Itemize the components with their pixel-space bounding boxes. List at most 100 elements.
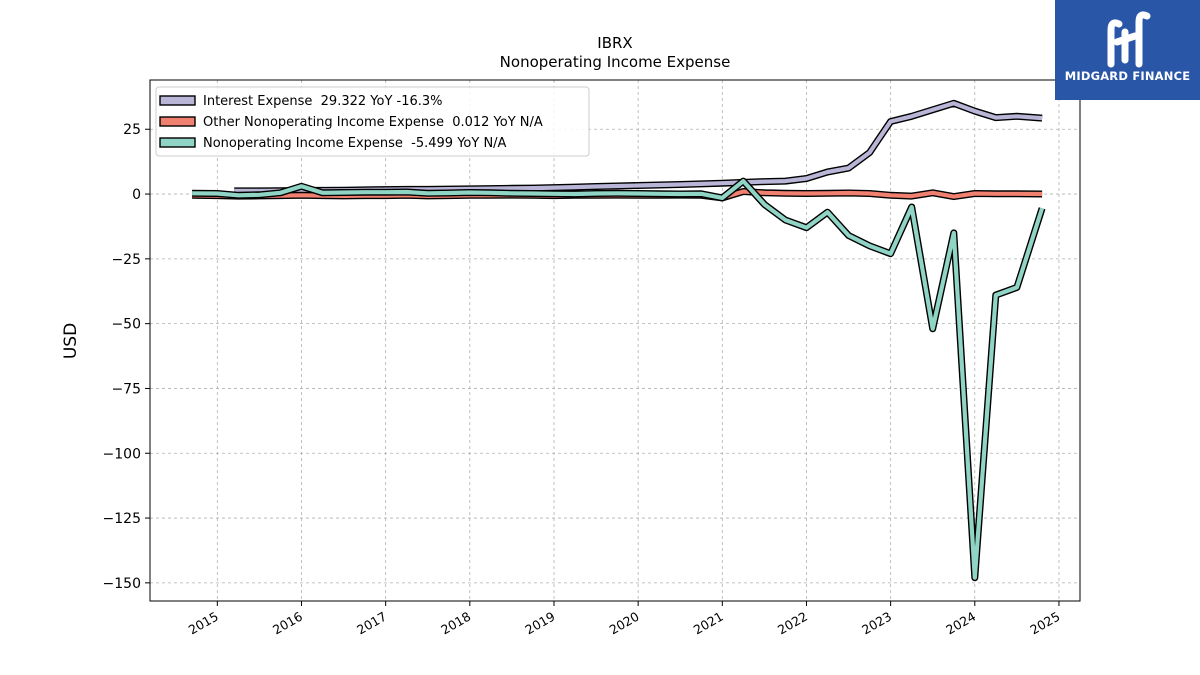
series-0-point	[636, 184, 640, 188]
x-tick-label: 2015	[186, 609, 221, 638]
x-tick-label: 2016	[270, 609, 305, 638]
y-tick-label: −100	[103, 446, 141, 462]
legend-label: Nonoperating Income Expense -5.499 YoY N…	[203, 136, 507, 151]
series-0-point	[678, 183, 682, 187]
y-tick-label: −25	[111, 252, 141, 268]
series-2-point	[805, 226, 809, 230]
series-1-point	[952, 195, 956, 199]
series-0-point	[847, 166, 851, 170]
series-2-point	[279, 191, 283, 195]
series-0-point	[615, 184, 619, 188]
series-0-point	[1015, 114, 1019, 118]
series-0-point	[552, 186, 556, 190]
series-2-point	[257, 193, 261, 197]
series-0-point	[762, 180, 766, 184]
series-0-point	[931, 108, 935, 112]
y-tick-label: −125	[103, 511, 141, 527]
series-2-point	[447, 191, 451, 195]
series-2-point	[847, 234, 851, 238]
x-tick-label: 2023	[859, 609, 894, 638]
x-tick-label: 2025	[1027, 609, 1062, 638]
legend-swatch	[159, 137, 196, 148]
series-2-point	[321, 191, 325, 195]
series-2-point	[552, 192, 556, 196]
plot-frame	[149, 79, 1081, 602]
series-2-point	[826, 210, 830, 214]
series-2-point	[594, 192, 598, 196]
series-2-point	[720, 196, 724, 200]
series-1-point	[826, 191, 830, 195]
series-2-point	[910, 205, 914, 209]
series-2-point	[636, 192, 640, 196]
x-tick-label: 2020	[607, 609, 642, 638]
series-2-point	[783, 218, 787, 222]
series-2-point	[762, 202, 766, 206]
series-2-point	[973, 576, 977, 580]
series-2-point	[531, 192, 535, 196]
series-0-point	[657, 183, 661, 187]
chart-subtitle: Nonoperating Income Expense	[500, 53, 731, 71]
series-0-point	[826, 170, 830, 174]
series-1-point	[994, 192, 998, 196]
x-tick-label: 2024	[943, 609, 978, 638]
series-2-point	[236, 193, 240, 197]
midgard-logo-icon	[1107, 11, 1151, 68]
y-tick-label: 0	[132, 187, 141, 203]
series-2-point	[1015, 285, 1019, 289]
legend-box	[155, 86, 590, 157]
series-layer	[192, 99, 1046, 582]
series-2-point	[615, 191, 619, 195]
series-1-point	[762, 191, 766, 195]
y-tick-label: −50	[111, 317, 141, 333]
series-1-point	[868, 192, 872, 196]
legend: Interest Expense 29.322 YoY -16.3% Other …	[155, 86, 590, 157]
series-2-point	[931, 327, 935, 331]
grid	[150, 80, 1080, 601]
series-line-2	[192, 179, 1045, 580]
series-1-point	[1015, 192, 1019, 196]
series-2-point	[489, 191, 493, 195]
series-2-point	[363, 190, 367, 194]
series-1-point	[1040, 192, 1044, 196]
series-2-point	[510, 191, 514, 195]
series-0-point	[594, 185, 598, 189]
series-2-point	[678, 192, 682, 196]
series-2-point	[468, 191, 472, 195]
series-0-point	[973, 109, 977, 113]
y-tick-label: 25	[123, 122, 141, 138]
chart-title: IBRX	[597, 34, 632, 52]
series-0-point	[1040, 116, 1044, 120]
series-2-point	[384, 190, 388, 194]
series-2-point	[405, 190, 409, 194]
x-tick-label: 2017	[354, 609, 389, 638]
series-0-point	[510, 186, 514, 190]
series-0-point	[699, 182, 703, 186]
series-0-point	[952, 101, 956, 105]
x-tick-label: 2018	[438, 609, 473, 638]
series-2-point	[868, 244, 872, 248]
y-tick-label: −75	[111, 381, 141, 397]
series-2-point	[699, 192, 703, 196]
axis-ticks: 2015 2016 2017 2018 2019 2020 2021 2022 2023 2024…	[103, 122, 1063, 637]
series-2-point	[215, 192, 219, 196]
y-axis-label: USD	[61, 323, 81, 359]
legend-label: Interest Expense 29.322 YoY -16.3%	[203, 94, 443, 109]
series-0-point	[994, 116, 998, 120]
series-1-point	[910, 194, 914, 198]
series-2-point	[994, 293, 998, 297]
series-2-point	[952, 231, 956, 235]
logo-text: MIDGARD FINANCE	[1064, 69, 1191, 83]
series-2-point	[741, 179, 745, 183]
series-1-point	[741, 190, 745, 194]
series-0-point	[783, 179, 787, 183]
x-tick-label: 2022	[775, 609, 810, 638]
series-0-point	[805, 177, 809, 181]
series-2-point	[1040, 206, 1044, 210]
series-2-point	[426, 191, 430, 195]
series-2-point	[342, 191, 346, 195]
series-0-point	[573, 185, 577, 189]
x-tick-label: 2019	[522, 609, 557, 638]
series-1-point	[783, 191, 787, 195]
series-1-point	[931, 191, 935, 195]
series-2-point	[573, 192, 577, 196]
